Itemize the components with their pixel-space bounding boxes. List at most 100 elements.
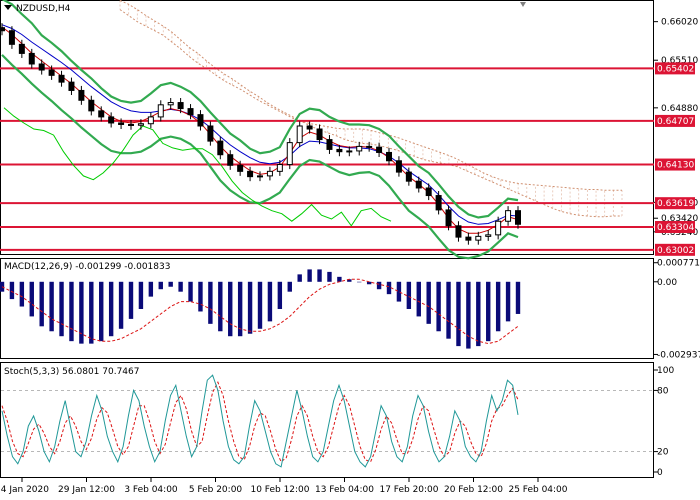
candle-body — [485, 234, 492, 237]
price-panel-frame — [0, 0, 654, 255]
dropdown-triangle-icon[interactable] — [4, 5, 12, 10]
candle-body — [356, 145, 363, 152]
macd-bar — [307, 269, 312, 282]
price-candles — [0, 23, 521, 245]
candle-body — [257, 175, 263, 178]
macd-bar — [486, 281, 491, 342]
price-level-tag — [655, 220, 695, 233]
candle-body — [88, 99, 95, 112]
macd-bar — [376, 281, 382, 290]
candle-body — [395, 160, 402, 173]
macd-bar — [69, 281, 74, 342]
price-level-label: 0.64707 — [657, 117, 694, 127]
macd-bar — [416, 281, 421, 317]
macd-bar — [357, 281, 362, 283]
price-tick-label: 0.66020 — [661, 18, 698, 28]
candle-body — [177, 102, 184, 110]
macd-bar — [79, 281, 84, 344]
price-level-label: 0.64130 — [657, 161, 694, 171]
candle-body — [68, 81, 75, 91]
macd-bar — [29, 281, 34, 317]
macd-bar — [138, 281, 144, 309]
candle-body — [316, 128, 323, 141]
time-tick-label: 29 Jan 12:00 — [58, 485, 115, 495]
macd-bar — [237, 281, 243, 337]
macd-bar — [228, 281, 233, 337]
candle-body — [495, 220, 502, 236]
macd-bar — [436, 281, 441, 332]
candle-body — [167, 102, 174, 106]
stoch-main-path — [1, 374, 519, 468]
candle-body — [386, 151, 392, 162]
macd-bar — [168, 281, 173, 287]
time-tick-label: 3 Feb 04:00 — [124, 485, 178, 495]
macd-bar — [118, 281, 124, 329]
candle-body — [376, 146, 383, 153]
candle-body — [217, 140, 224, 156]
cloud-span-b-line — [119, 9, 622, 191]
arrow-down-icon[interactable] — [520, 2, 526, 7]
macd-tick-label: 0.00 — [657, 278, 677, 288]
stochastic-panel: 100 80 20 0 — [1, 366, 674, 478]
support-resistance-levels — [0, 67, 654, 251]
time-tick-label: 5 Feb 20:00 — [189, 485, 243, 495]
price-panel-title: NZDUSD,H4 — [16, 4, 71, 14]
stochastic-grid — [1, 389, 653, 453]
macd-bar — [158, 281, 163, 290]
macd-bar — [208, 281, 213, 324]
stochastic-y-axis: 100 80 20 0 — [654, 366, 674, 478]
candle-body — [58, 74, 65, 83]
level-price-labels: 0.65402 0.64707 0.64130 0.63619 0.63304 0.630… — [655, 62, 695, 256]
macd-bar — [347, 279, 352, 282]
macd-bar — [317, 269, 322, 282]
macd-bar — [128, 281, 134, 319]
macd-signal-line — [1, 278, 519, 345]
candle-body — [28, 52, 35, 65]
candle-body — [405, 171, 412, 182]
stoch-tick-label: 20 — [657, 448, 669, 458]
price-panel: 0.660200.655100.648800.636300.634200.632… — [0, 0, 698, 260]
price-tick-label: 0.64880 — [661, 104, 698, 114]
candle-body — [237, 164, 244, 172]
macd-signal-path — [1, 278, 519, 345]
time-tick-label: 24 Jan 2020 — [0, 485, 49, 495]
macd-bar — [49, 281, 54, 332]
candle-body — [296, 125, 303, 144]
macd-tick-label: -0.002937 — [657, 350, 700, 360]
candle-body — [445, 209, 452, 227]
bollinger-lower-line — [1, 54, 519, 260]
candle-body — [346, 150, 353, 153]
macd-bar — [446, 281, 451, 339]
price-level-label: 0.65402 — [657, 64, 694, 74]
macd-bar — [218, 281, 223, 332]
macd-bar — [178, 281, 183, 292]
candle-body — [157, 104, 164, 118]
macd-bar — [9, 281, 15, 300]
candle-body — [505, 210, 512, 222]
macd-bar — [426, 281, 431, 324]
candle-body — [515, 210, 521, 225]
lagging-line — [3, 107, 392, 227]
macd-bar — [515, 281, 521, 314]
price-level-tag — [655, 158, 695, 171]
macd-bar — [59, 281, 64, 337]
macd-bar — [277, 281, 283, 309]
candle-body — [465, 236, 472, 241]
macd-bar — [386, 281, 392, 295]
macd-bar — [297, 274, 302, 282]
time-axis: 24 Jan 2020 29 Jan 12:00 3 Feb 04:00 5 Feb … — [0, 478, 568, 495]
candle-body — [435, 195, 442, 211]
macd-bar — [505, 281, 511, 322]
panel-frames — [0, 0, 654, 478]
candle-body — [137, 123, 144, 126]
price-level-tag — [655, 243, 695, 256]
macd-bar — [337, 276, 342, 282]
macd-bar — [247, 281, 253, 334]
macd-panel-title: MACD(12,26,9) -0.001299 -0.001833 — [4, 262, 170, 272]
stochastic-lines — [1, 374, 519, 468]
candle-body — [227, 154, 234, 166]
price-tick-label: 0.65510 — [661, 56, 698, 66]
stoch-tick-label: 80 — [657, 386, 669, 396]
candle-body — [108, 116, 115, 124]
